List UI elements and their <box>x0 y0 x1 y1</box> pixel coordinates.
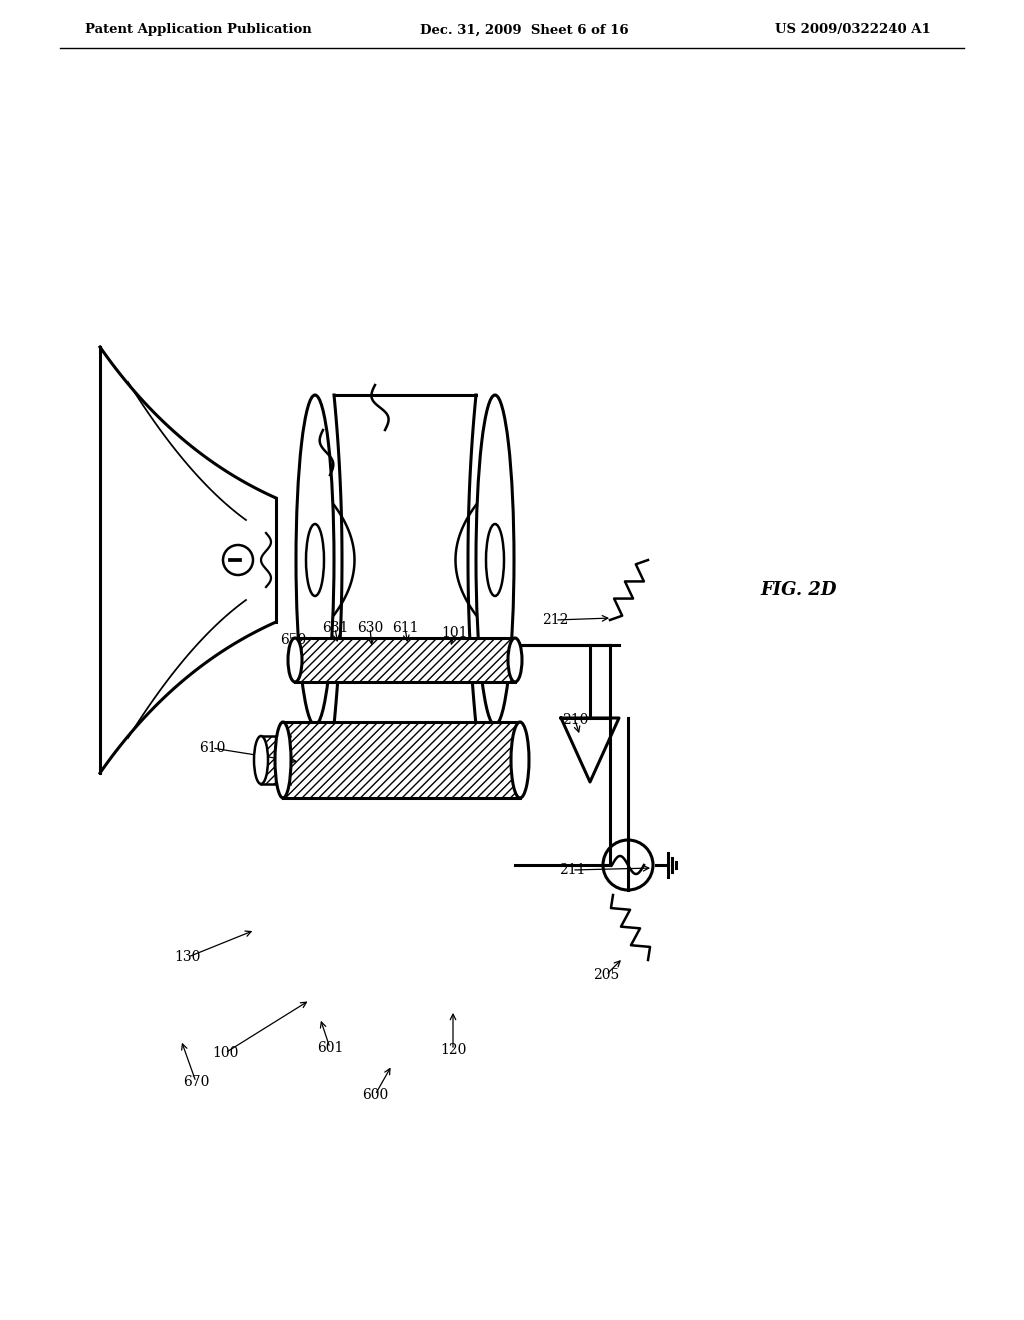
Text: 210: 210 <box>562 713 588 727</box>
Ellipse shape <box>288 638 302 682</box>
Ellipse shape <box>306 524 324 597</box>
Bar <box>295 638 515 682</box>
Text: 205: 205 <box>593 968 620 982</box>
Text: 120: 120 <box>440 1043 466 1057</box>
Ellipse shape <box>296 395 334 725</box>
Text: 610: 610 <box>199 741 225 755</box>
Ellipse shape <box>223 545 253 576</box>
Text: 600: 600 <box>361 1088 388 1102</box>
Text: US 2009/0322240 A1: US 2009/0322240 A1 <box>775 24 931 37</box>
Text: 212: 212 <box>542 612 568 627</box>
Text: 611: 611 <box>392 620 418 635</box>
Text: 630: 630 <box>357 620 383 635</box>
Ellipse shape <box>254 737 268 784</box>
Text: 100: 100 <box>212 1045 239 1060</box>
Text: FIG. 2D: FIG. 2D <box>760 581 837 599</box>
Ellipse shape <box>511 722 529 799</box>
Text: Dec. 31, 2009  Sheet 6 of 16: Dec. 31, 2009 Sheet 6 of 16 <box>420 24 629 37</box>
Text: 101: 101 <box>441 626 468 640</box>
Text: 211: 211 <box>559 863 586 876</box>
Ellipse shape <box>476 395 514 725</box>
Text: 601: 601 <box>316 1041 343 1055</box>
Ellipse shape <box>508 638 522 682</box>
Text: 631: 631 <box>322 620 348 635</box>
Bar <box>295 638 515 682</box>
Ellipse shape <box>275 722 291 799</box>
Ellipse shape <box>486 524 504 597</box>
Bar <box>261 737 290 784</box>
Text: Patent Application Publication: Patent Application Publication <box>85 24 311 37</box>
Bar <box>283 722 520 799</box>
Text: 650: 650 <box>280 634 306 647</box>
Bar <box>261 737 290 784</box>
Text: 130: 130 <box>175 950 201 964</box>
Text: 670: 670 <box>183 1074 209 1089</box>
Bar <box>283 722 520 799</box>
